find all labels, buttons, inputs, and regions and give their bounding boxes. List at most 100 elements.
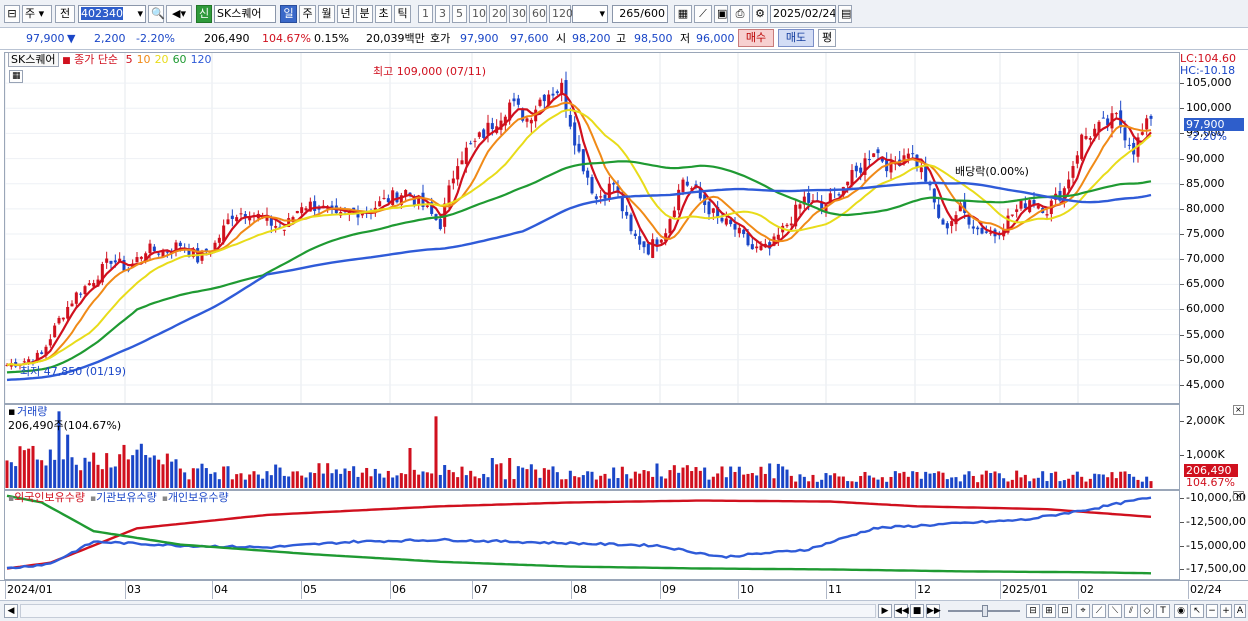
volume-bar: [919, 478, 923, 488]
speaker-icon[interactable]: ◀▾: [166, 5, 192, 23]
close-icon[interactable]: ×: [1233, 405, 1244, 415]
interval-button-60[interactable]: 60: [529, 5, 547, 23]
period-button-0[interactable]: 일: [280, 5, 297, 23]
candle-body: [100, 263, 104, 283]
market-select[interactable]: 주 ▾: [22, 5, 52, 23]
interval-button-5[interactable]: 5: [452, 5, 467, 23]
camera-icon[interactable]: ◉: [1174, 604, 1188, 618]
line-icon[interactable]: ⟍: [1108, 604, 1122, 618]
scroll-left-icon[interactable]: ◀: [4, 604, 18, 618]
interval-button-20[interactable]: 20: [489, 5, 507, 23]
candle-body: [70, 303, 74, 307]
candle-body: [863, 158, 867, 175]
volume-bar: [22, 450, 26, 488]
pointer-icon[interactable]: ↖: [1190, 604, 1204, 618]
volume-bar: [525, 469, 529, 488]
candle-body: [382, 197, 386, 199]
volume-chart-pane[interactable]: [4, 404, 1180, 490]
chevron-down-icon[interactable]: ▾: [137, 7, 143, 20]
evaluate-button[interactable]: 평: [818, 29, 836, 47]
interval-button-10[interactable]: 10: [469, 5, 487, 23]
volume-bar: [57, 411, 61, 488]
candle-body: [707, 201, 711, 215]
holding-chart-pane[interactable]: [4, 490, 1180, 580]
fast-forward-icon[interactable]: ▶▶: [926, 604, 941, 618]
gear-icon[interactable]: ⚙: [752, 5, 768, 23]
holding-chart-canvas[interactable]: [5, 491, 1179, 579]
bottom-scrollbar[interactable]: ◀ ▶ ◀◀ ■ ▶▶ ⊟ ⊞ ⊡ ⌖ ⟋ ⟍ ⫽ ◇ T ◉ ↖ − + A: [0, 600, 1248, 621]
blank-select[interactable]: ▾: [572, 5, 608, 23]
interval-button-1[interactable]: 1: [418, 5, 433, 23]
interval-button-3[interactable]: 3: [435, 5, 450, 23]
candle-body: [529, 119, 533, 124]
candle-body: [161, 251, 165, 258]
candle-body: [1114, 113, 1118, 115]
holding-legend-item[interactable]: 기관보유수량: [96, 491, 157, 504]
volume-bar: [1101, 474, 1105, 488]
volume-bar: [547, 469, 551, 488]
scroll-track[interactable]: [20, 604, 876, 618]
stock-code-input[interactable]: 402340 ▾: [78, 5, 146, 23]
stock-name-field[interactable]: SK스퀘어: [214, 5, 276, 23]
volume-chart-canvas[interactable]: [5, 405, 1179, 489]
date-input[interactable]: 2025/02/24: [770, 5, 836, 23]
candle-body: [698, 188, 702, 199]
stop-icon[interactable]: ■: [910, 604, 924, 618]
period-button-6[interactable]: 틱: [394, 5, 411, 23]
period-button-2[interactable]: 월: [318, 5, 335, 23]
date-axis-label: 07: [474, 583, 488, 596]
period-button-5[interactable]: 초: [375, 5, 392, 23]
save-icon[interactable]: ▣: [714, 5, 728, 23]
rewind-icon[interactable]: ◀◀: [894, 604, 909, 618]
close-icon[interactable]: ×: [1233, 491, 1244, 501]
fit-icon[interactable]: ⊡: [1058, 604, 1072, 618]
shape-icon[interactable]: ◇: [1140, 604, 1154, 618]
chevron-down-icon[interactable]: ▾: [599, 7, 605, 20]
view-toggle-button[interactable]: 전: [55, 5, 75, 23]
date-axis-label: 02: [1080, 583, 1094, 596]
plus-icon[interactable]: +: [1220, 604, 1232, 618]
zoom-out-icon[interactable]: ⊟: [1026, 604, 1040, 618]
buy-button[interactable]: 매수: [738, 29, 774, 47]
fibo-icon[interactable]: ⫽: [1124, 604, 1138, 618]
volume-bar: [590, 471, 594, 488]
ma-legend-120[interactable]: 120: [190, 53, 212, 66]
minus-icon[interactable]: −: [1206, 604, 1218, 618]
trend-icon[interactable]: ⟋: [1092, 604, 1106, 618]
calculator-icon[interactable]: ▦: [9, 70, 23, 83]
period-button-4[interactable]: 분: [356, 5, 373, 23]
volume-bar: [503, 479, 507, 488]
holding-legend-item[interactable]: 개인보유수량: [167, 491, 229, 504]
candle-body: [590, 177, 594, 194]
crosshair-icon[interactable]: ⌖: [1076, 604, 1090, 618]
zoom-in-icon[interactable]: ⊞: [1042, 604, 1056, 618]
font-size-icon[interactable]: A: [1234, 604, 1246, 618]
window-menu-icon[interactable]: ⊟: [4, 5, 20, 23]
sell-button[interactable]: 매도: [778, 29, 814, 47]
holding-legend-item[interactable]: 외국인보유수량: [14, 491, 85, 504]
calendar-icon[interactable]: ▤: [838, 5, 852, 23]
chart-tools-icon[interactable]: ▦: [674, 5, 692, 23]
candle-body: [44, 346, 48, 356]
period-button-3[interactable]: 년: [337, 5, 354, 23]
zoom-slider-handle[interactable]: [982, 605, 988, 617]
price-chart-canvas[interactable]: [5, 53, 1179, 403]
ma-legend-60[interactable]: 60: [172, 53, 187, 66]
text-icon[interactable]: T: [1156, 604, 1170, 618]
volume-bar: [282, 475, 286, 488]
scroll-right-icon[interactable]: ▶: [878, 604, 892, 618]
price-tick: [1180, 309, 1184, 311]
period-button-1[interactable]: 주: [299, 5, 316, 23]
print-icon[interactable]: ⎙: [730, 5, 750, 23]
new-badge-button[interactable]: 신: [196, 5, 212, 23]
count-input[interactable]: 265/600: [612, 5, 668, 23]
interval-button-30[interactable]: 30: [509, 5, 527, 23]
interval-button-120[interactable]: 120: [549, 5, 573, 23]
ma-legend-20[interactable]: 20: [154, 53, 169, 66]
draw-line-icon[interactable]: ⟋: [694, 5, 712, 23]
turnover-rate: 0.15%: [314, 32, 349, 45]
ma-legend-5[interactable]: 5: [125, 53, 133, 66]
search-icon[interactable]: 🔍: [148, 5, 165, 23]
ma-legend-10[interactable]: 10: [136, 53, 151, 66]
volume-bar: [287, 476, 291, 488]
